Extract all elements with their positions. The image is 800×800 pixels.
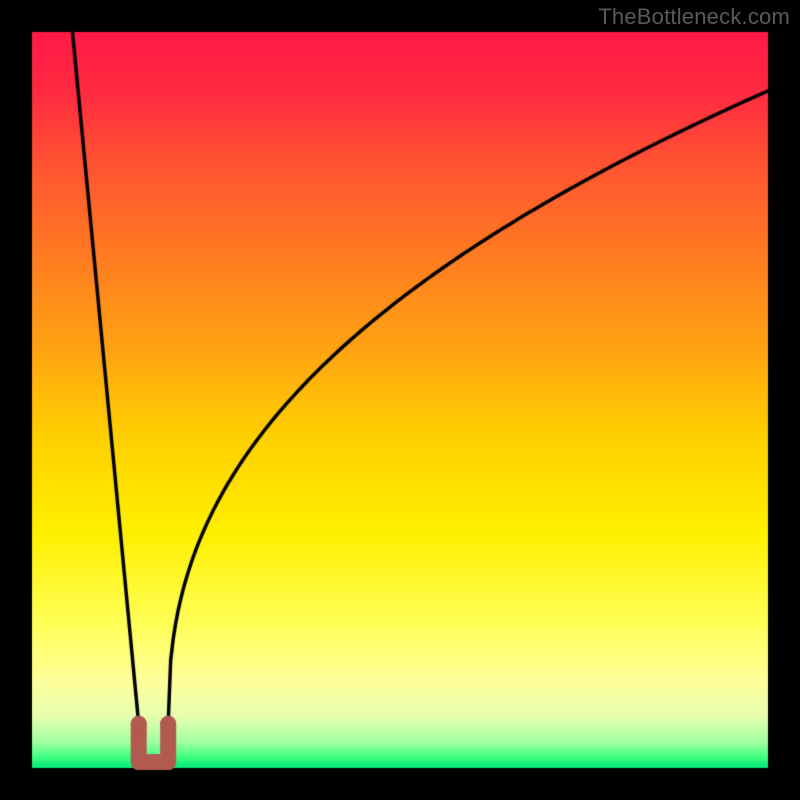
bottleneck-chart bbox=[0, 0, 800, 800]
